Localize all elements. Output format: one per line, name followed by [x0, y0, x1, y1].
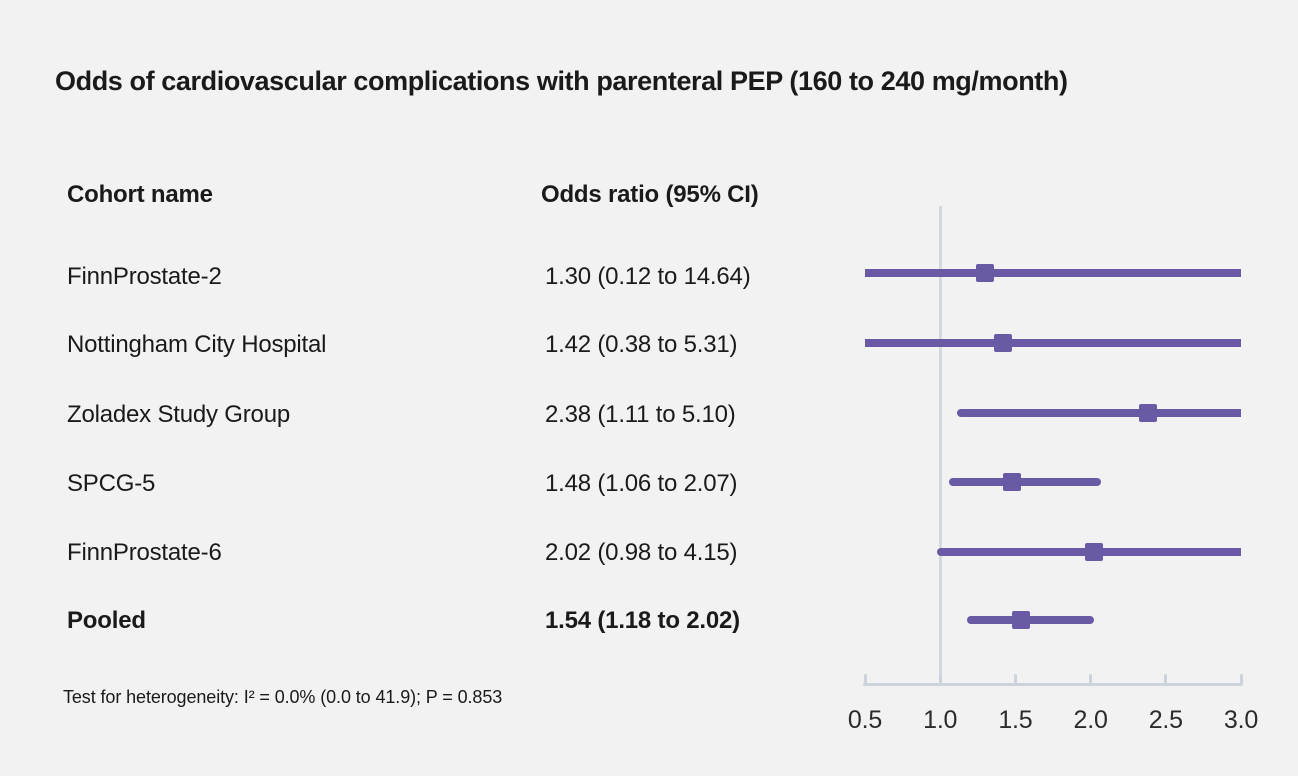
or-marker: [1012, 611, 1031, 629]
odds-ratio-value: 1.48 (1.06 to 2.07): [545, 470, 738, 497]
x-axis-tick: [1164, 674, 1168, 685]
odds-ratio-value: 1.30 (0.12 to 14.64): [545, 263, 751, 290]
ci-line: [865, 339, 1241, 347]
ci-line: [956, 409, 1241, 417]
x-axis-line: [863, 683, 1243, 686]
odds-ratio-value: 1.42 (0.38 to 5.31): [545, 331, 738, 358]
odds-ratio-value: 2.38 (1.11 to 5.10): [545, 401, 736, 428]
cohort-name: SPCG-5: [67, 470, 156, 497]
cohort-name: FinnProstate-2: [67, 263, 222, 290]
odds-ratio-value: 2.02 (0.98 to 4.15): [545, 539, 738, 566]
ci-line: [967, 616, 1094, 624]
x-axis-tick-label: 1.0: [923, 706, 958, 734]
cohort-name: Nottingham City Hospital: [67, 331, 327, 358]
or-marker: [1084, 543, 1103, 561]
or-marker: [994, 334, 1013, 352]
column-header-cohort: Cohort name: [67, 181, 213, 208]
or-marker: [1138, 404, 1157, 422]
x-axis-tick: [863, 674, 867, 685]
ci-line: [949, 478, 1102, 486]
or-marker: [1003, 473, 1022, 491]
or-marker: [976, 264, 995, 282]
x-axis-tick: [1089, 674, 1093, 685]
odds-ratio-value: 1.54 (1.18 to 2.02): [545, 607, 740, 634]
heterogeneity-footnote: Test for heterogeneity: I² = 0.0% (0.0 t…: [63, 687, 503, 707]
x-axis-tick: [1239, 674, 1243, 685]
x-axis-tick: [1013, 674, 1017, 685]
x-axis-tick-label: 2.5: [1148, 706, 1183, 734]
reference-line: [938, 206, 942, 685]
cohort-name: Zoladex Study Group: [67, 401, 290, 428]
cohort-name: Pooled: [67, 607, 146, 634]
chart-title: Odds of cardiovascular complications wit…: [55, 66, 1068, 96]
ci-line: [865, 269, 1241, 277]
x-axis-tick-label: 0.5: [847, 706, 883, 734]
cohort-name: FinnProstate-6: [67, 539, 222, 566]
x-axis-tick: [938, 674, 942, 685]
x-axis-tick-label: 3.0: [1223, 706, 1259, 734]
column-header-odds-ratio: Odds ratio (95% CI): [541, 181, 759, 208]
x-axis-tick-label: 2.0: [1073, 706, 1108, 734]
x-axis-tick-label: 1.5: [998, 706, 1033, 734]
